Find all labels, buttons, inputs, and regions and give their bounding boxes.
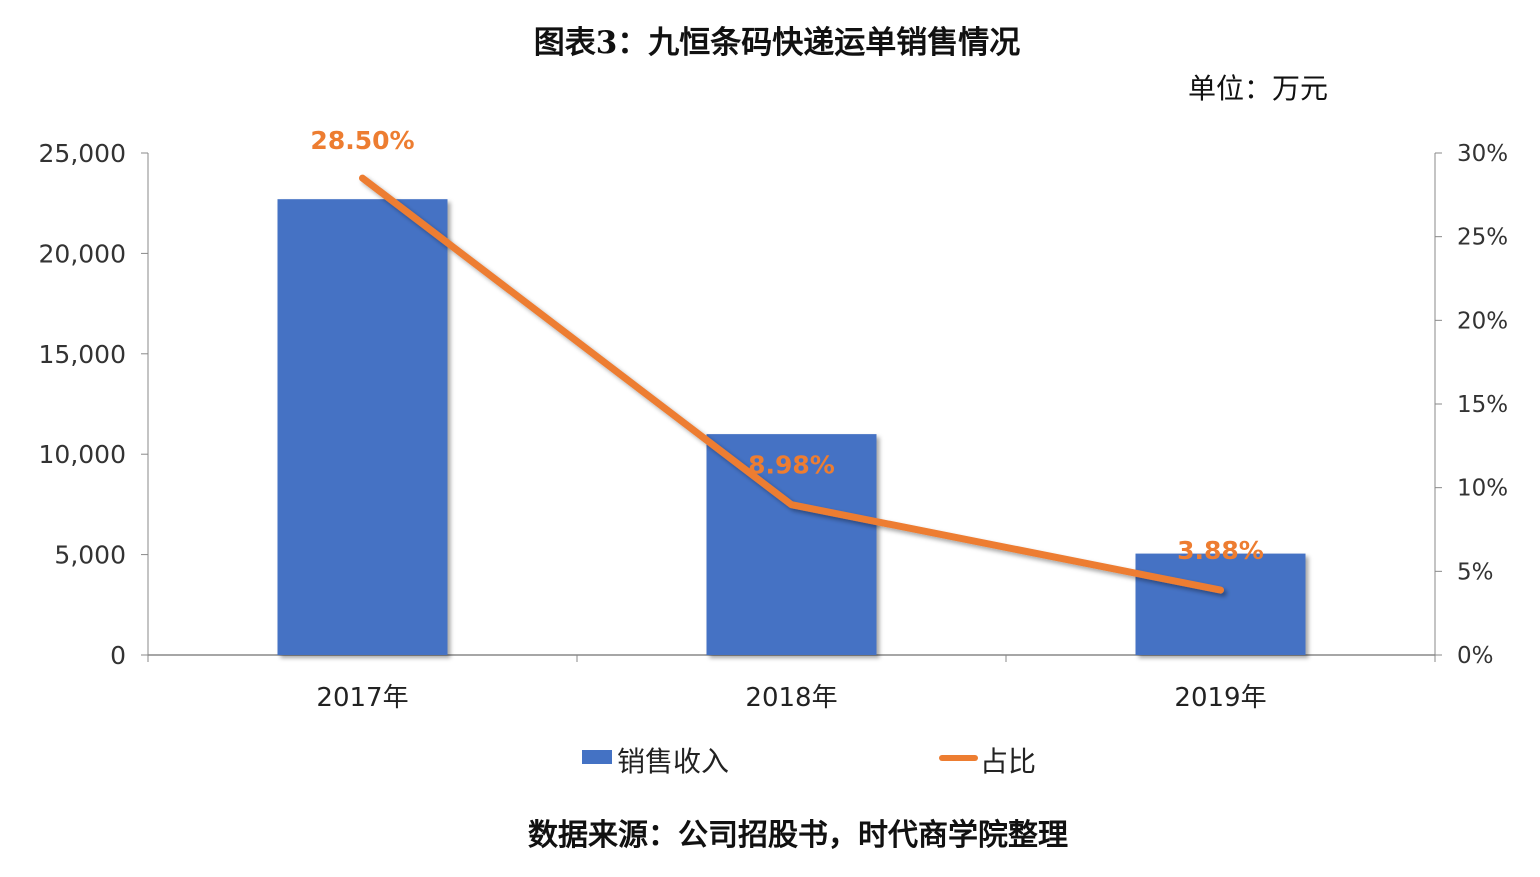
data-label: 3.88%	[1177, 536, 1264, 565]
bar	[277, 199, 448, 655]
y-right-tick-label: 15%	[1457, 392, 1508, 418]
bar-series	[277, 199, 1306, 655]
y-right-tick-label: 5%	[1457, 559, 1494, 585]
line-point	[359, 175, 366, 182]
x-tick-label: 2018年	[745, 683, 837, 713]
line-point	[788, 501, 795, 508]
y-right-tick-label: 25%	[1457, 225, 1508, 251]
data-labels: 28.50% 8.98% 3.88%	[310, 126, 1263, 565]
y-right-tick-label: 0%	[1457, 643, 1494, 669]
y-left-tick-label: 5,000	[54, 541, 126, 570]
y-left-tick-label: 25,000	[39, 139, 126, 168]
y-right-tick-label: 10%	[1457, 476, 1508, 502]
legend-bar-swatch	[582, 750, 612, 764]
line-series	[359, 174, 1224, 594]
chart-title: 图表3：九恒条码快递运单销售情况	[534, 25, 1021, 61]
unit-label: 单位：万元	[1188, 72, 1328, 105]
y-left-tick-label: 15,000	[39, 340, 126, 369]
source-note: 数据来源：公司招股书，时代商学院整理	[528, 818, 1068, 853]
bar	[1135, 553, 1306, 655]
y-right-tick-label: 20%	[1457, 308, 1508, 334]
bar	[706, 434, 877, 655]
data-label: 28.50%	[310, 126, 414, 155]
legend: 销售收入 占比	[582, 745, 1036, 778]
x-tick-label: 2019年	[1174, 683, 1266, 713]
legend-line-label: 占比	[980, 745, 1036, 778]
legend-bar-label: 销售收入	[617, 745, 729, 778]
x-tick-label: 2017年	[316, 683, 408, 713]
line-point	[1217, 587, 1224, 594]
data-label: 8.98%	[748, 451, 835, 480]
y-left-tick-label: 10,000	[39, 440, 126, 469]
y-right-tick-label: 30%	[1457, 141, 1508, 167]
y-left-tick-label: 20,000	[39, 239, 126, 268]
y-left-tick-label: 0	[110, 641, 126, 670]
axes: 0 5,000 10,000 15,000 20,000 25,000 0% 5% 10% 15%…	[39, 139, 1509, 713]
